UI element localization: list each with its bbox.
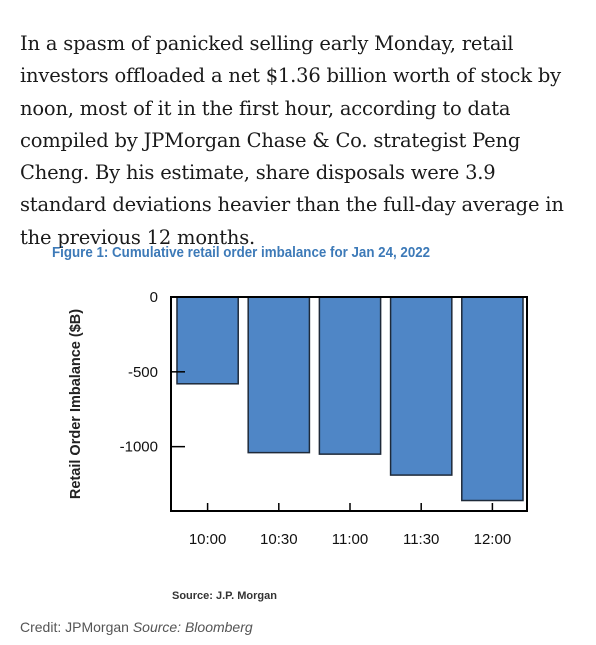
credit-source: Source: Bloomberg bbox=[132, 619, 253, 635]
figure-source: Source: J.P. Morgan bbox=[172, 590, 277, 602]
bar-1100 bbox=[318, 296, 382, 455]
y-tick-label: 0 bbox=[150, 289, 158, 306]
bar-1030 bbox=[247, 296, 311, 454]
y-axis-ticks: 0 -500 -1000 bbox=[120, 289, 185, 456]
bar-chart: 0 -500 -1000 10:00 10:30 11:00 11:30 12:00 Ret… bbox=[0, 270, 596, 595]
y-tick-label: -1000 bbox=[120, 439, 158, 456]
plot-frame bbox=[170, 296, 528, 512]
y-axis-label: Retail Order Imbalance ($B) bbox=[68, 309, 84, 499]
x-tick-label: 10:30 bbox=[260, 531, 298, 548]
bar-1000 bbox=[176, 296, 239, 385]
x-tick-label: 10:00 bbox=[189, 531, 227, 548]
x-axis-ticks: 10:00 10:30 11:00 11:30 12:00 bbox=[189, 503, 511, 548]
x-tick-label: 12:00 bbox=[474, 531, 512, 548]
article-paragraph: In a spasm of panicked selling early Mon… bbox=[20, 32, 564, 249]
bar-1200 bbox=[461, 296, 524, 502]
image-credit: Credit: JPMorgan Source: Bloomberg bbox=[20, 619, 253, 635]
x-tick-label: 11:30 bbox=[403, 531, 439, 548]
y-tick-label: -500 bbox=[128, 364, 158, 381]
bar-chart-svg: 0 -500 -1000 10:00 10:30 11:00 11:30 12:00 Ret… bbox=[68, 289, 528, 548]
credit-label: Credit: JPMorgan bbox=[20, 619, 129, 635]
bar-group bbox=[176, 296, 524, 502]
bar-1130 bbox=[389, 296, 453, 476]
x-tick-label: 11:00 bbox=[332, 531, 368, 548]
figure-title: Figure 1: Cumulative retail order imbala… bbox=[52, 245, 431, 261]
